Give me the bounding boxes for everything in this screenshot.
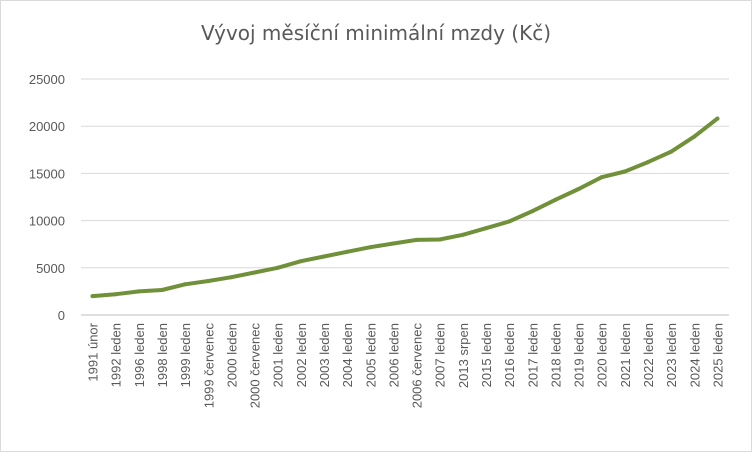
x-tick-label: 1996 leden	[132, 323, 147, 387]
x-tick-label: 2004 leden	[340, 323, 355, 387]
x-tick-label: 2005 leden	[363, 323, 378, 387]
data-point	[599, 175, 604, 180]
x-tick-label: 2007 leden	[433, 323, 448, 387]
x-tick-label: 2025 leden	[710, 323, 725, 387]
x-tick-label: 1999 leden	[178, 323, 193, 387]
x-tick-label: 2003 leden	[317, 323, 332, 387]
x-tick-label: 2016 leden	[502, 323, 517, 387]
data-point	[183, 282, 188, 287]
data-point	[113, 292, 118, 297]
data-point	[90, 294, 95, 299]
x-tick-label: 2018 leden	[548, 323, 563, 387]
x-tick-label: 2013 srpen	[456, 323, 471, 388]
data-point	[136, 289, 141, 294]
x-tick-label: 2020 leden	[595, 323, 610, 387]
data-point	[368, 245, 373, 250]
data-point	[530, 209, 535, 214]
data-point	[669, 149, 674, 154]
y-tick-label: 15000	[29, 166, 65, 181]
x-tick-label: 2002 leden	[294, 323, 309, 387]
x-tick-label: 1991 únor	[86, 322, 101, 381]
y-tick-label: 0	[58, 308, 65, 323]
series-layer	[90, 116, 720, 299]
x-axis-tick-labels: 1991 únor 1992 leden 1996 leden 1998 leden 1…	[86, 322, 726, 408]
y-tick-label: 20000	[29, 119, 65, 134]
y-tick-label: 10000	[29, 214, 65, 229]
data-point	[715, 116, 720, 121]
data-point	[298, 259, 303, 264]
data-point	[484, 226, 488, 231]
x-tick-label: 2023 leden	[664, 323, 679, 387]
x-tick-label: 1999 červenec	[201, 323, 216, 409]
data-point	[507, 219, 512, 224]
data-point	[692, 134, 697, 139]
data-point	[391, 241, 396, 246]
data-point	[322, 254, 326, 259]
x-tick-label: 2021 leden	[618, 323, 633, 387]
data-point	[345, 249, 350, 254]
y-tick-label: 25000	[29, 72, 65, 87]
chart-title: Vývoj měsíční minimální mzdy (Kč)	[200, 21, 552, 45]
x-tick-label: 2024 leden	[687, 323, 702, 387]
x-tick-label: 2017 leden	[525, 323, 540, 387]
data-point	[553, 197, 558, 202]
data-point	[460, 232, 465, 237]
data-point	[576, 187, 581, 191]
x-tick-label: 2000 leden	[224, 323, 239, 387]
data-point	[646, 160, 650, 165]
data-point	[275, 265, 280, 270]
data-point	[437, 237, 442, 242]
series-line	[90, 116, 720, 299]
x-tick-label: 2015 leden	[479, 323, 494, 387]
data-point	[414, 237, 419, 242]
data-point	[160, 288, 164, 292]
x-tick-label: 1992 leden	[109, 323, 124, 387]
x-tick-label: 2001 leden	[271, 323, 286, 387]
data-point	[229, 275, 234, 280]
x-tick-label: 2006 červenec	[410, 323, 425, 409]
y-tick-label: 5000	[36, 261, 65, 276]
x-tick-label: 2006 leden	[386, 323, 401, 387]
x-tick-label: 2019 leden	[572, 323, 587, 387]
x-tick-label: 1998 leden	[155, 323, 170, 387]
data-point	[252, 270, 257, 275]
x-tick-label: 2022 leden	[641, 323, 656, 387]
data-point	[206, 279, 211, 283]
data-point	[622, 169, 627, 174]
gridlines	[81, 78, 729, 316]
y-axis-tick-labels: 0 5000 10000 15000 20000 25000	[29, 72, 65, 323]
x-tick-label: 2000 červenec	[248, 323, 263, 409]
